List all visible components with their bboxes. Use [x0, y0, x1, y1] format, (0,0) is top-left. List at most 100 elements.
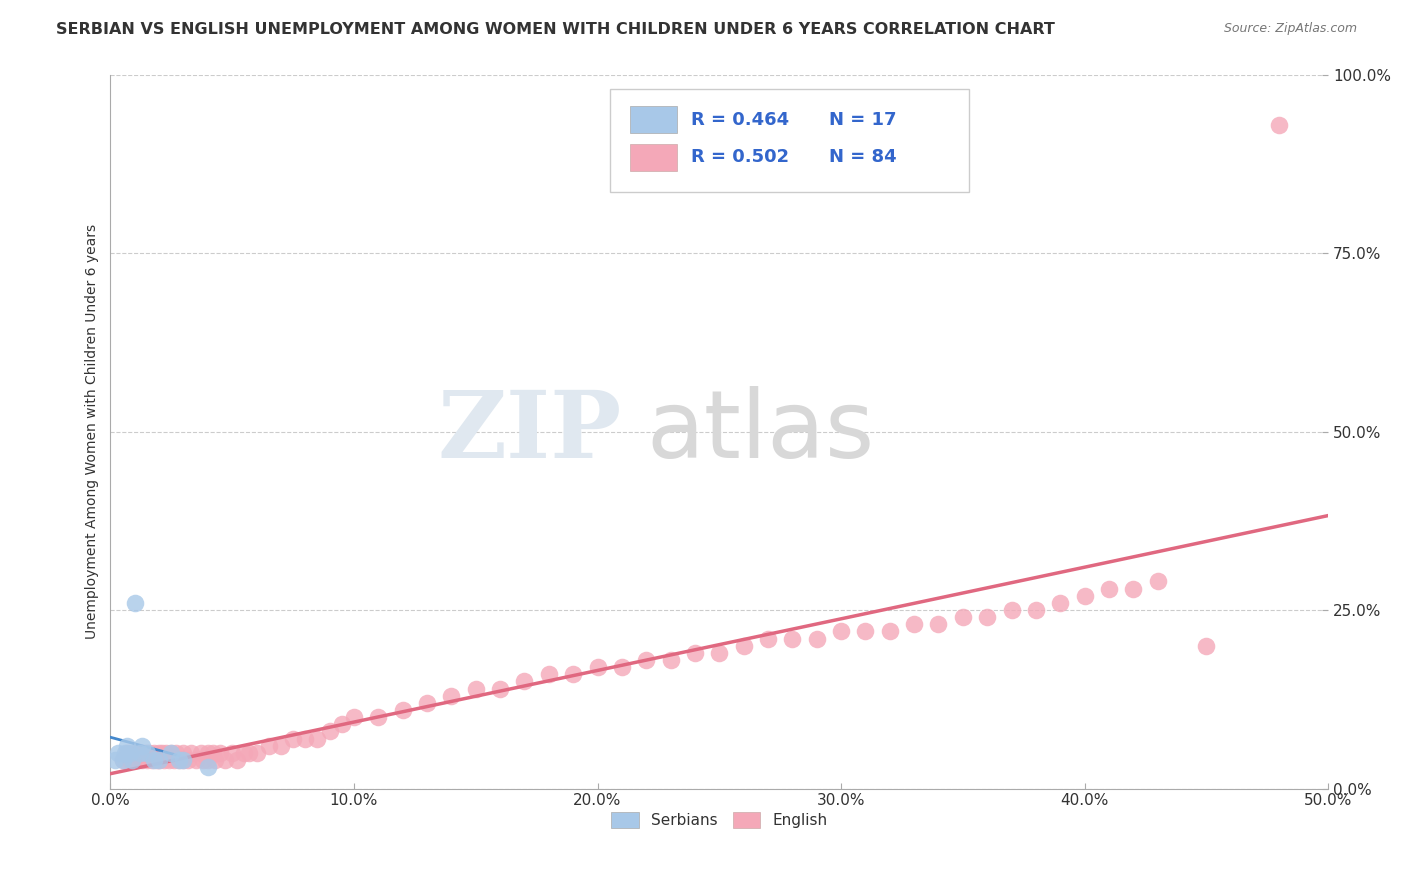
Point: [145, 753, 167, 767]
Point: [1268, 118, 1291, 132]
Point: [367, 710, 389, 724]
Point: [172, 746, 194, 760]
Point: [163, 753, 186, 767]
Point: [143, 746, 166, 760]
Text: N = 84: N = 84: [830, 148, 897, 166]
Point: [245, 746, 267, 760]
Point: [155, 746, 177, 760]
Point: [131, 753, 153, 767]
Point: [879, 624, 901, 639]
Point: [148, 753, 170, 767]
Point: [180, 746, 202, 760]
Point: [806, 632, 828, 646]
Point: [562, 667, 585, 681]
Point: [150, 746, 173, 760]
Point: [636, 653, 658, 667]
Point: [114, 746, 136, 760]
Y-axis label: Unemployment Among Women with Children Under 6 years: Unemployment Among Women with Children U…: [86, 224, 100, 639]
Point: [307, 731, 329, 746]
Point: [197, 760, 219, 774]
Point: [927, 617, 949, 632]
Text: Source: ZipAtlas.com: Source: ZipAtlas.com: [1223, 22, 1357, 36]
Point: [782, 632, 804, 646]
Text: R = 0.502: R = 0.502: [692, 148, 789, 166]
Point: [1025, 603, 1047, 617]
Point: [416, 696, 439, 710]
Text: atlas: atlas: [647, 385, 875, 477]
Point: [118, 746, 141, 760]
Point: [117, 746, 139, 760]
Point: [976, 610, 998, 624]
Point: [201, 746, 224, 760]
Point: [172, 753, 194, 767]
Point: [167, 753, 190, 767]
Point: [191, 753, 214, 767]
Point: [270, 739, 292, 753]
Point: [537, 667, 560, 681]
Point: [208, 746, 231, 760]
Point: [281, 731, 304, 746]
Text: ZIP: ZIP: [437, 386, 621, 476]
Point: [165, 746, 187, 760]
Point: [148, 753, 170, 767]
Point: [221, 746, 243, 760]
Point: [128, 746, 150, 760]
Point: [197, 753, 219, 767]
Point: [318, 724, 340, 739]
Point: [143, 753, 166, 767]
Point: [586, 660, 609, 674]
Point: [343, 710, 366, 724]
Point: [148, 746, 170, 760]
Point: [214, 753, 236, 767]
Point: [118, 753, 141, 767]
Point: [257, 739, 280, 753]
Point: [136, 753, 159, 767]
Point: [733, 639, 755, 653]
Point: [184, 753, 207, 767]
Point: [124, 746, 146, 760]
Point: [121, 753, 143, 767]
Point: [238, 746, 260, 760]
Point: [294, 731, 316, 746]
Point: [160, 746, 183, 760]
Text: SERBIAN VS ENGLISH UNEMPLOYMENT AMONG WOMEN WITH CHILDREN UNDER 6 YEARS CORRELAT: SERBIAN VS ENGLISH UNEMPLOYMENT AMONG WO…: [56, 22, 1054, 37]
Point: [167, 753, 190, 767]
FancyBboxPatch shape: [610, 89, 969, 193]
Point: [1049, 596, 1071, 610]
Point: [107, 746, 129, 760]
Point: [190, 746, 212, 760]
Point: [610, 660, 633, 674]
Point: [153, 753, 176, 767]
Point: [177, 753, 200, 767]
Legend: Serbians, English: Serbians, English: [605, 806, 834, 834]
Point: [440, 689, 463, 703]
Point: [157, 753, 180, 767]
Point: [659, 653, 682, 667]
Point: [1195, 639, 1218, 653]
Point: [104, 753, 127, 767]
Point: [330, 717, 353, 731]
Point: [124, 596, 146, 610]
Point: [134, 746, 156, 760]
Point: [141, 753, 163, 767]
Point: [756, 632, 779, 646]
Point: [160, 746, 183, 760]
Point: [117, 739, 139, 753]
Point: [1073, 589, 1095, 603]
Point: [138, 746, 160, 760]
Point: [1098, 582, 1121, 596]
Point: [709, 646, 731, 660]
Point: [1000, 603, 1022, 617]
Text: R = 0.464: R = 0.464: [692, 111, 789, 128]
Point: [513, 674, 536, 689]
Bar: [630, 106, 676, 133]
Point: [124, 753, 146, 767]
Point: [903, 617, 925, 632]
Point: [391, 703, 413, 717]
Point: [136, 746, 159, 760]
Point: [952, 610, 974, 624]
Point: [197, 746, 219, 760]
Point: [1122, 582, 1144, 596]
Point: [111, 753, 134, 767]
Point: [111, 753, 134, 767]
